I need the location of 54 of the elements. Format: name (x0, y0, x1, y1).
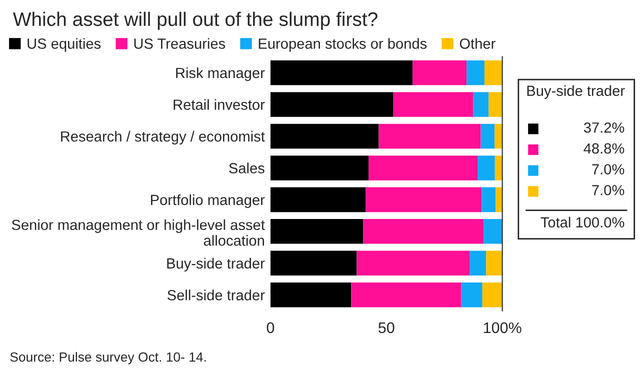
bar (378, 124, 481, 149)
text: Total 100.0% (540, 216, 624, 228)
y-tick-label: Sell-side trader (168, 290, 265, 300)
bar (412, 60, 467, 86)
bar (270, 92, 394, 117)
bar (473, 92, 489, 117)
bar (494, 156, 502, 180)
text: 48.8% (584, 143, 624, 154)
legend-label: Other (460, 38, 496, 49)
chart-title: Which asset will pull out of the slump first? (12, 12, 378, 30)
source-note: Source: Pulse survey Oct. 10- 14. (10, 352, 206, 364)
y-tick-label: Risk manager (176, 67, 265, 82)
text: 37.2% (584, 122, 624, 133)
bar (368, 156, 478, 180)
bar (484, 60, 502, 86)
bar (496, 187, 502, 212)
bar (484, 219, 502, 244)
y-tick-label: Buy-side trader (167, 258, 265, 272)
x-tick-label: 100% (484, 322, 522, 334)
x-tick-label: 50 (378, 322, 394, 334)
y-tick-label: Research / strategy / economist (61, 130, 265, 145)
bar (480, 124, 495, 149)
y-tick-label: Portfolio manager (151, 194, 265, 208)
bar (482, 187, 496, 212)
bar (270, 250, 357, 276)
bar (393, 92, 474, 117)
text: 7.0% (592, 164, 624, 174)
bar (270, 156, 369, 180)
legend-label: US equities (28, 38, 101, 52)
y-tick-label: Senior management or high-level asset allocation (12, 219, 265, 246)
bar (478, 156, 495, 180)
bar (270, 219, 364, 244)
bar (482, 282, 502, 308)
legend-label: European stocks or bonds (258, 38, 427, 52)
legend-label: US Treasuries (134, 38, 226, 49)
text: 7.0% (592, 184, 624, 196)
bar (486, 250, 502, 276)
bar (351, 282, 462, 308)
bar (494, 124, 502, 149)
bar (270, 124, 379, 149)
y-tick-label: Sales (229, 162, 264, 174)
bar (270, 187, 366, 212)
bar (488, 92, 502, 117)
y-tick-label: Retail investor (174, 99, 265, 110)
bar (470, 250, 486, 276)
bar (461, 282, 482, 308)
x-tick-label: 0 (266, 322, 274, 334)
bar (466, 60, 484, 86)
bar (366, 187, 482, 212)
text: Buy-side trader (527, 85, 625, 99)
bar (270, 282, 352, 308)
bar (363, 219, 484, 244)
bar (270, 60, 413, 86)
bar (356, 250, 470, 276)
